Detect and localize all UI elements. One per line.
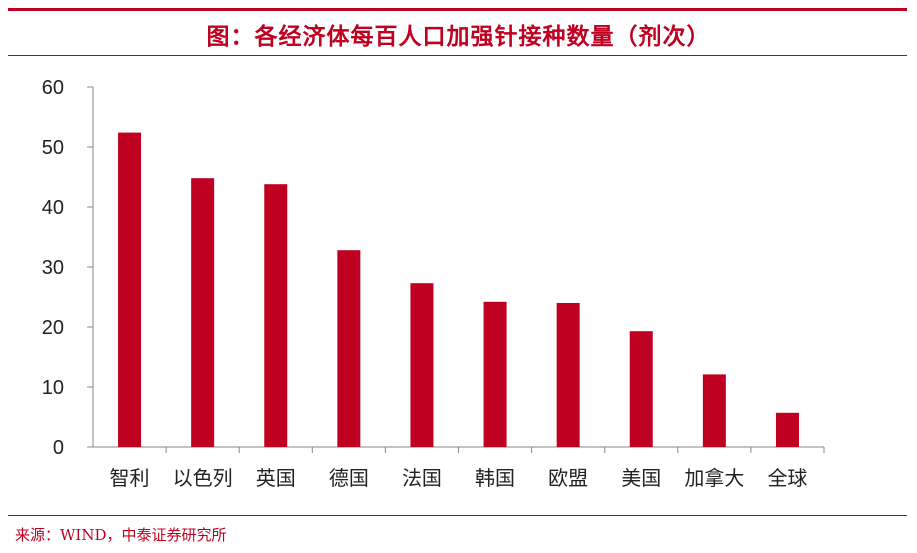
y-tick-label: 0	[53, 437, 64, 459]
top-rule	[8, 8, 907, 11]
bar	[118, 132, 142, 447]
y-tick-label: 10	[42, 377, 64, 399]
x-tick-label: 法国	[402, 466, 442, 490]
bar	[483, 301, 507, 447]
chart-title: 图：各经济体每百人口加强针接种数量（剂次）	[206, 24, 711, 50]
bar	[191, 178, 215, 447]
bar	[775, 412, 799, 447]
y-tick-label: 60	[42, 77, 64, 99]
bar	[556, 303, 580, 447]
x-tick-label: 加拿大	[684, 466, 744, 490]
bar-chart: 0 10 20 30 40 50 60 智利 以色列 英国 德国 法国 韩国 欧盟 美国 加拿大 全球	[42, 77, 825, 490]
title-divider	[8, 55, 907, 56]
y-tick-label: 30	[42, 257, 64, 279]
bar	[410, 283, 434, 447]
y-tick-label: 40	[42, 197, 64, 219]
footer-divider	[8, 515, 907, 516]
bar	[337, 250, 361, 447]
y-tick-label: 50	[42, 137, 64, 159]
x-tick-label: 全球	[767, 466, 807, 490]
source-note: 来源：WIND，中泰证券研究所	[15, 526, 227, 544]
bar	[702, 374, 726, 447]
x-tick-label: 欧盟	[548, 466, 588, 490]
x-tick-label: 英国	[256, 466, 296, 490]
x-tick-label: 韩国	[475, 466, 515, 490]
x-tick-label: 智利	[110, 466, 150, 490]
x-tick-label: 以色列	[173, 466, 233, 490]
bar	[264, 184, 288, 447]
x-tick-label: 德国	[329, 466, 369, 490]
x-tick-label: 美国	[621, 466, 661, 490]
y-tick-label: 20	[42, 317, 64, 339]
bar	[629, 331, 653, 447]
